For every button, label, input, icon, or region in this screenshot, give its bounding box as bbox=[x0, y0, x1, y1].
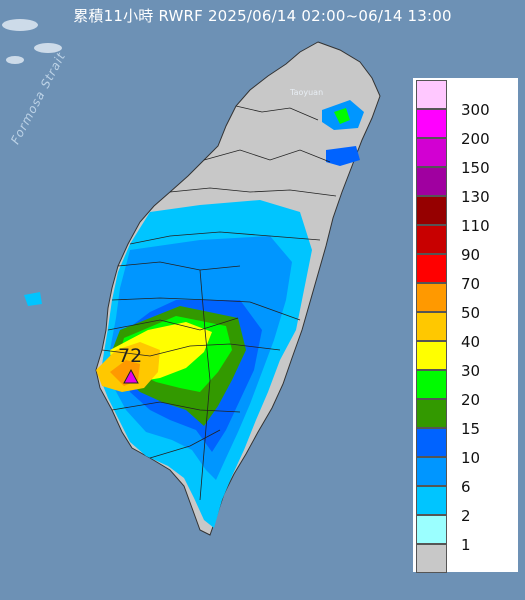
legend-label: 50 bbox=[461, 304, 481, 322]
legend-swatch bbox=[416, 515, 447, 544]
legend-swatch bbox=[416, 254, 447, 283]
rain-field bbox=[24, 100, 364, 528]
legend-swatch bbox=[416, 312, 447, 341]
legend-swatch bbox=[416, 167, 447, 196]
legend-label: 6 bbox=[461, 478, 471, 496]
max-rainfall-marker bbox=[123, 368, 139, 384]
legend-label: 1 bbox=[461, 536, 471, 554]
county-boundaries bbox=[101, 105, 337, 501]
legend-swatch bbox=[416, 341, 447, 370]
legend-swatch bbox=[416, 283, 447, 312]
color-legend: 300 200 150 130 110 90 70 50 40 30 20 15 10 6 2 1 bbox=[413, 78, 518, 573]
legend-swatch bbox=[416, 486, 447, 515]
legend-swatch bbox=[416, 457, 447, 486]
legend-label: 150 bbox=[461, 159, 490, 177]
legend-label: 110 bbox=[461, 217, 490, 235]
legend-label: 200 bbox=[461, 130, 490, 148]
legend-label: 130 bbox=[461, 188, 490, 206]
map-title: 累積11小時 RWRF 2025/06/14 02:00~06/14 13:00 bbox=[73, 7, 452, 25]
legend-label: 20 bbox=[461, 391, 481, 409]
place-label: Taoyuan bbox=[290, 88, 324, 97]
legend-label: 300 bbox=[461, 101, 490, 119]
legend-swatch bbox=[416, 428, 447, 457]
max-value-label: 72 bbox=[118, 345, 143, 367]
legend-label: 90 bbox=[461, 246, 481, 264]
clouds bbox=[2, 19, 62, 64]
legend-label: 10 bbox=[461, 449, 481, 467]
legend-label: 15 bbox=[461, 420, 481, 438]
legend-swatch bbox=[416, 544, 447, 573]
legend-swatch bbox=[416, 225, 447, 254]
legend-swatch bbox=[416, 370, 447, 399]
legend-swatch bbox=[416, 138, 447, 167]
legend-label: 30 bbox=[461, 362, 481, 380]
legend-swatch bbox=[416, 196, 447, 225]
legend-label: 70 bbox=[461, 275, 481, 293]
legend-swatch bbox=[416, 109, 447, 138]
legend-swatch bbox=[416, 399, 447, 428]
legend-swatch bbox=[416, 80, 447, 109]
legend-label: 2 bbox=[461, 507, 471, 525]
legend-label: 40 bbox=[461, 333, 481, 351]
